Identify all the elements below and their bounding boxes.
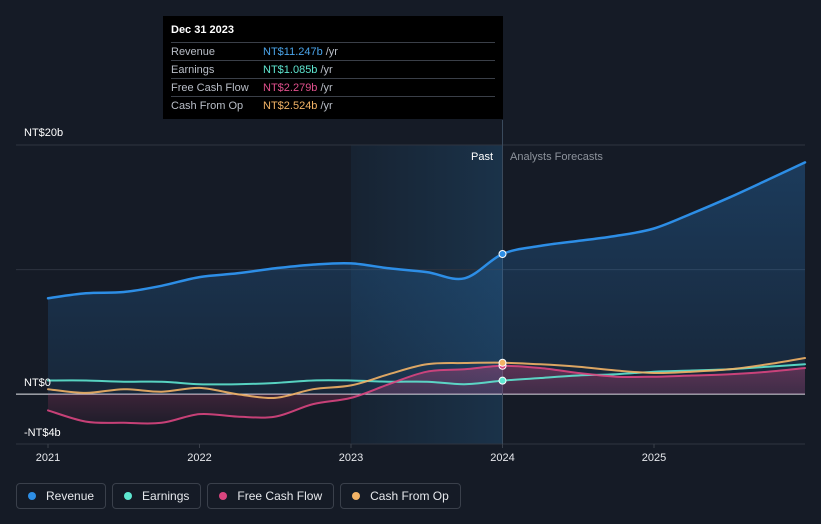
legend-dot-icon (124, 492, 133, 500)
revenue-marker (498, 250, 507, 259)
cash-from-op-line (47, 357, 806, 400)
tooltip-row-revenue: Revenue NT$11.247b /yr (171, 42, 495, 60)
tooltip-row-earnings: Earnings NT$1.085b /yr (171, 60, 495, 78)
legend-label: Earnings (142, 489, 190, 503)
tooltip-unit: /yr (320, 63, 333, 76)
legend-dot-icon (28, 492, 36, 500)
tooltip: Dec 31 2023 Revenue NT$11.247b /yr Earni… (163, 16, 503, 119)
tooltip-row-free-cash-flow: Free Cash Flow NT$2.279b /yr (171, 78, 495, 96)
y-tick-label: NT$0 (24, 377, 51, 389)
legend-item-cash-from-op[interactable]: Cash From Op (340, 483, 461, 509)
tooltip-value: NT$1.085b (263, 63, 318, 76)
legend-dot-icon (352, 492, 361, 500)
revenue-line (46, 161, 807, 300)
tooltip-value: NT$2.279b (263, 81, 318, 94)
y-tick-label: NT$20b (24, 127, 63, 139)
free-cash-flow-line (47, 364, 806, 425)
legend-label: Cash From Op (370, 489, 449, 503)
tooltip-value: NT$2.524b (263, 99, 318, 112)
earnings-line (47, 363, 806, 386)
tooltip-value: NT$11.247b (263, 45, 323, 58)
past-label: Past (471, 151, 493, 163)
tooltip-row-cash-from-op: Cash From Op NT$2.524b /yr (171, 96, 495, 114)
cash-from-op-marker (498, 358, 507, 367)
x-tick-label: 2024 (490, 452, 514, 464)
forecast-label: Analysts Forecasts (510, 151, 603, 163)
tooltip-label: Cash From Op (171, 99, 244, 112)
legend-label: Revenue (46, 489, 95, 503)
tooltip-unit: /yr (320, 99, 333, 112)
legend-item-revenue[interactable]: Revenue (16, 483, 107, 509)
legend-label: Free Cash Flow (237, 489, 323, 503)
tooltip-label: Earnings (171, 63, 215, 76)
free-cash-flow-area (48, 365, 805, 424)
tooltip-date: Dec 31 2023 (171, 24, 234, 36)
x-tick-label: 2023 (339, 452, 363, 464)
x-tick-label: 2021 (36, 452, 60, 464)
tooltip-unit: /yr (325, 45, 338, 58)
legend-item-earnings[interactable]: Earnings (112, 483, 202, 509)
earnings-marker (498, 376, 507, 385)
y-tick-label: -NT$4b (24, 427, 61, 439)
x-tick-label: 2025 (642, 452, 666, 464)
legend: Revenue Earnings Free Cash Flow Cash Fro… (16, 483, 461, 509)
tooltip-label: Free Cash Flow (171, 81, 249, 94)
legend-item-free-cash-flow[interactable]: Free Cash Flow (207, 483, 335, 509)
legend-dot-icon (219, 492, 228, 500)
tooltip-unit: /yr (320, 81, 333, 94)
revenue-area (48, 162, 805, 395)
tooltip-label: Revenue (171, 45, 216, 58)
x-tick-label: 2022 (187, 452, 211, 464)
